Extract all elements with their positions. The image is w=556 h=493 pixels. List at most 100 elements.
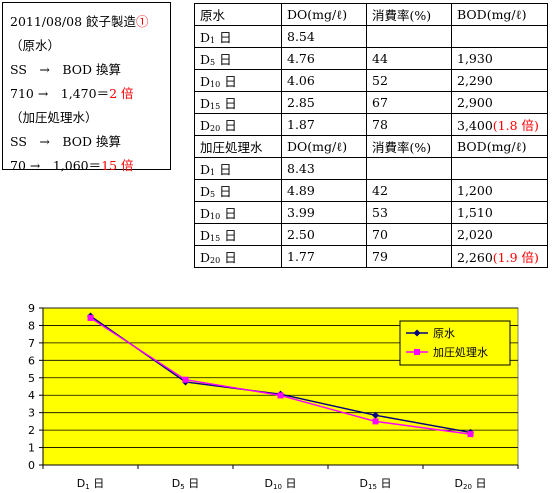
pressurized-row: D1 日 8.43 xyxy=(194,157,548,180)
raw-header-cell: DO(mg/ℓ) xyxy=(281,3,367,26)
raw-do-cell: 8.54 xyxy=(281,25,367,48)
x-tick-number: 10 xyxy=(273,483,282,491)
pressurized-do-cell: 8.43 xyxy=(281,157,367,180)
day-unit: 日 xyxy=(220,228,237,243)
day-label: D xyxy=(200,184,211,199)
y-tick-label: 7 xyxy=(28,337,35,350)
day-unit: 日 xyxy=(215,30,232,45)
y-tick-label: 9 xyxy=(28,302,35,315)
raw-rate-cell xyxy=(366,25,452,48)
pressurized-rate-cell: 42 xyxy=(366,179,452,202)
x-tick-number: 5 xyxy=(180,483,184,491)
raw-row: D10 日 4.06 52 2,290 xyxy=(194,69,548,92)
bod-ratio: (1.9 倍) xyxy=(492,250,539,265)
raw-do-cell: 4.76 xyxy=(281,47,367,70)
day-number: 15 xyxy=(210,102,221,111)
day-label: D xyxy=(200,52,211,67)
y-tick-label: 2 xyxy=(28,424,35,437)
raw-rate-cell: 78 xyxy=(366,113,452,136)
day-label: D xyxy=(200,228,211,243)
series-point-1 xyxy=(87,314,94,321)
pressurized-bod-cell: 2,260(1.9 倍) xyxy=(451,245,548,268)
bod-value: 1,510 xyxy=(457,205,493,220)
pressurized-header-row: 加圧処理水 DO(mg/ℓ) 消費率(%) BOD(mg/ℓ) xyxy=(194,135,548,158)
raw-bod-cell: 1,930 xyxy=(451,47,548,70)
pressurized-bod-cell xyxy=(451,157,548,180)
bod-value: 1,200 xyxy=(457,183,493,198)
day-unit: 日 xyxy=(220,96,237,111)
day-number: 10 xyxy=(210,80,221,89)
day-number: 1 xyxy=(210,36,216,45)
pressurized-row: D20 日 1.77 79 2,260(1.9 倍) xyxy=(194,245,548,268)
bod-value: 3,400 xyxy=(457,118,493,133)
note-pressurized-ratio: 70 → 1,060＝15 倍 xyxy=(10,158,134,173)
do-bod-table-body: 原水 DO(mg/ℓ) 消費率(%) BOD(mg/ℓ) D1 日 8.54 D5 日 4.7… xyxy=(194,3,548,268)
y-tick-label: 8 xyxy=(28,319,35,332)
raw-rate-cell: 52 xyxy=(366,69,452,92)
x-tick-unit: 日 xyxy=(472,477,487,490)
raw-row: D1 日 8.54 xyxy=(194,25,548,48)
x-tick-label: D10 日 xyxy=(265,477,297,491)
pressurized-do-cell: 4.89 xyxy=(281,179,367,202)
legend-label-0: 原水 xyxy=(433,327,455,340)
y-tick-label: 1 xyxy=(28,442,35,455)
day-number: 1 xyxy=(210,168,216,177)
legend-marker-1 xyxy=(414,349,420,355)
raw-day-cell: D5 日 xyxy=(194,47,282,70)
day-label: D xyxy=(200,162,211,177)
raw-row: D5 日 4.76 44 1,930 xyxy=(194,47,548,70)
y-tick-label: 0 xyxy=(28,459,35,472)
pressurized-row: D5 日 4.89 42 1,200 xyxy=(194,179,548,202)
raw-header-cell: BOD(mg/ℓ) xyxy=(451,3,548,26)
raw-header-row: 原水 DO(mg/ℓ) 消費率(%) BOD(mg/ℓ) xyxy=(194,3,548,26)
bod-value: 2,290 xyxy=(457,73,493,88)
pressurized-header-cell: 加圧処理水 xyxy=(194,135,282,158)
day-number: 20 xyxy=(210,124,221,133)
x-tick-letter: D xyxy=(265,477,273,490)
x-tick-number: 1 xyxy=(85,483,89,491)
raw-rate-cell: 67 xyxy=(366,91,452,114)
day-label: D xyxy=(200,206,211,221)
raw-row: D20 日 1.87 78 3,400(1.8 倍) xyxy=(194,113,548,136)
pressurized-header-cell: DO(mg/ℓ) xyxy=(281,135,367,158)
legend-label-1: 加圧処理水 xyxy=(433,346,488,359)
note-raw-ratio: 710 → 1,470＝2 倍 xyxy=(10,86,134,101)
pressurized-rate-cell: 79 xyxy=(366,245,452,268)
note-raw-conversion: SS → BOD 換算 xyxy=(10,62,122,77)
pressurized-day-cell: D10 日 xyxy=(194,201,282,224)
raw-day-cell: D15 日 xyxy=(194,91,282,114)
y-tick-label: 6 xyxy=(28,354,35,367)
x-tick-letter: D xyxy=(455,477,463,490)
series-point-1 xyxy=(467,431,474,438)
day-number: 5 xyxy=(210,190,216,199)
day-number: 20 xyxy=(210,256,221,265)
y-tick-label: 5 xyxy=(28,372,35,385)
series-point-1 xyxy=(277,392,284,399)
day-unit: 日 xyxy=(220,250,237,265)
x-tick-unit: 日 xyxy=(90,477,105,490)
raw-do-cell: 4.06 xyxy=(281,69,367,92)
x-tick-unit: 日 xyxy=(185,477,200,490)
pressurized-day-cell: D1 日 xyxy=(194,157,282,180)
raw-bod-cell: 2,900 xyxy=(451,91,548,114)
series-point-1 xyxy=(372,418,379,425)
note-box: 2011/08/08 餃子製造① （原水） SS → BOD 換算 710 → … xyxy=(2,2,171,173)
note-raw-ratio-value: 2 倍 xyxy=(109,86,134,101)
day-label: D xyxy=(200,74,211,89)
x-tick-number: 20 xyxy=(463,483,472,491)
x-tick-unit: 日 xyxy=(282,477,297,490)
raw-bod-cell: 3,400(1.8 倍) xyxy=(451,113,548,136)
pressurized-do-cell: 2.50 xyxy=(281,223,367,246)
chart-marks xyxy=(87,312,474,438)
pressurized-row: D10 日 3.99 53 1,510 xyxy=(194,201,548,224)
note-raw-heading: （原水） xyxy=(10,38,61,53)
raw-row: D15 日 2.85 67 2,900 xyxy=(194,91,548,114)
pressurized-day-cell: D20 日 xyxy=(194,245,282,268)
day-label: D xyxy=(200,30,211,45)
x-tick-unit: 日 xyxy=(377,477,392,490)
day-unit: 日 xyxy=(220,206,237,221)
day-label: D xyxy=(200,96,211,111)
pressurized-header-cell: BOD(mg/ℓ) xyxy=(451,135,548,158)
